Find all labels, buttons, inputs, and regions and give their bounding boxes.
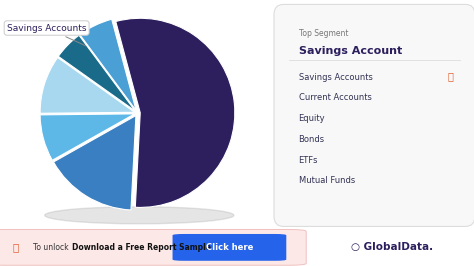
Text: Top Segment: Top Segment: [299, 29, 348, 38]
FancyBboxPatch shape: [0, 230, 306, 265]
Text: Savings Accounts: Savings Accounts: [299, 73, 373, 82]
Text: Mutual Funds: Mutual Funds: [299, 176, 355, 185]
Text: Bonds: Bonds: [299, 135, 325, 144]
Text: To unlock: To unlock: [33, 243, 71, 252]
Text: 🔒: 🔒: [447, 71, 453, 81]
Wedge shape: [54, 115, 136, 210]
Text: 🔒: 🔒: [13, 242, 19, 252]
Text: Download a Free Report Sample: Download a Free Report Sample: [72, 243, 210, 252]
Text: Equity: Equity: [299, 114, 325, 123]
Wedge shape: [80, 19, 136, 111]
Text: Savings Account: Savings Account: [299, 46, 402, 56]
Text: ETFs: ETFs: [299, 156, 318, 165]
Text: ○ GlobalData.: ○ GlobalData.: [351, 242, 434, 252]
FancyBboxPatch shape: [274, 5, 474, 226]
Wedge shape: [58, 35, 136, 111]
Text: Savings Accounts: Savings Accounts: [7, 23, 86, 46]
Wedge shape: [116, 18, 235, 207]
Wedge shape: [40, 114, 135, 160]
Text: Click here: Click here: [206, 243, 253, 252]
FancyBboxPatch shape: [173, 234, 286, 261]
Ellipse shape: [45, 207, 234, 224]
Wedge shape: [40, 57, 135, 113]
Text: Current Accounts: Current Accounts: [299, 93, 372, 102]
